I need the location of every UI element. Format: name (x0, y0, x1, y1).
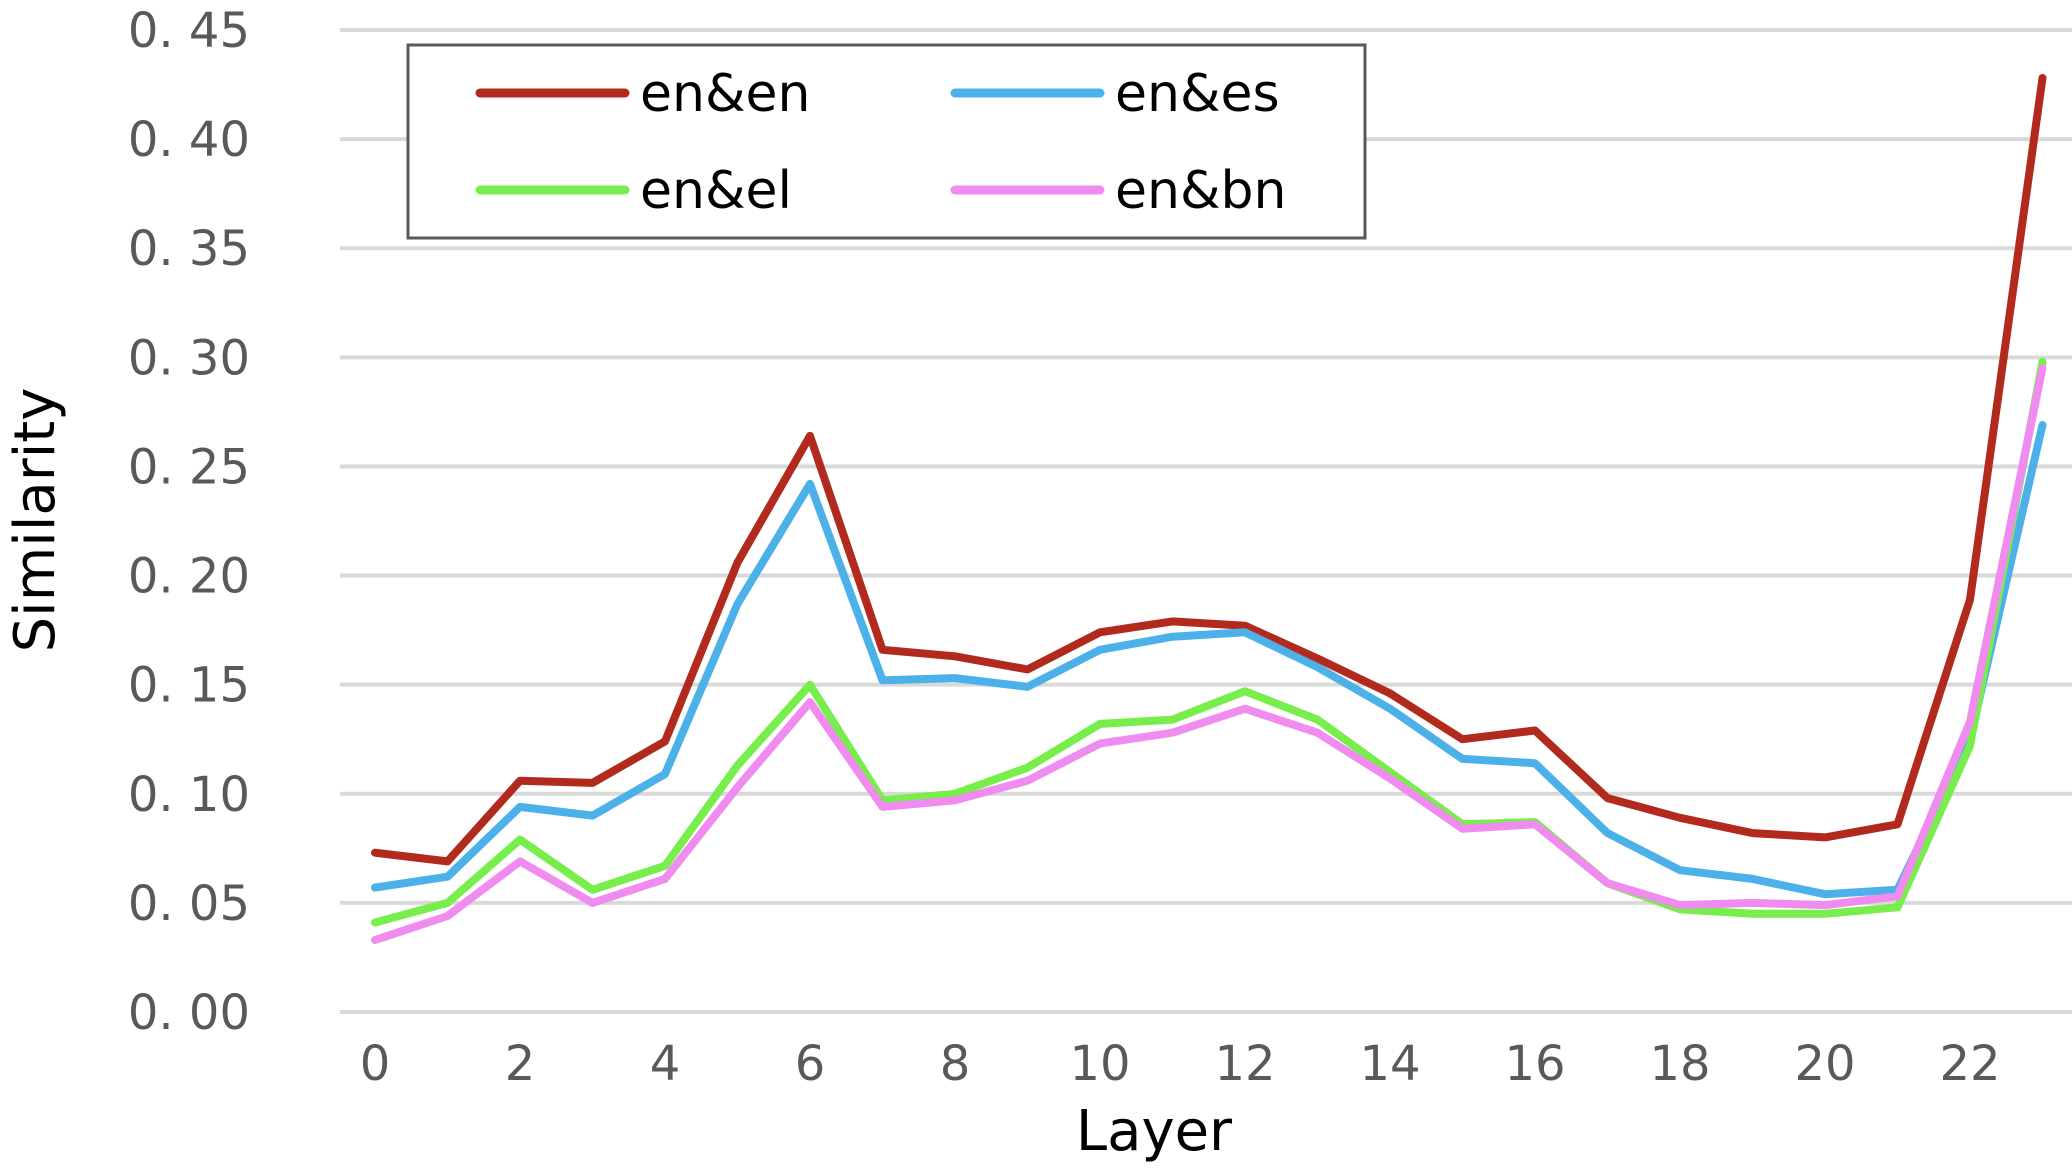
y-tick-label: 0. 15 (128, 658, 250, 714)
y-axis-title: Similarity (3, 388, 68, 653)
legend-box (406, 43, 1367, 240)
x-tick-label: 8 (940, 1036, 971, 1092)
x-tick-label: 16 (1504, 1036, 1565, 1092)
y-tick-label: 0. 00 (128, 985, 250, 1041)
y-tick-label: 0. 20 (128, 549, 250, 605)
legend: en&en en&es en&el en&bn (406, 43, 1367, 240)
legend-label: en&en (640, 64, 810, 124)
x-tick-label: 12 (1214, 1036, 1275, 1092)
y-tick-label: 0. 30 (128, 330, 250, 386)
y-tick-label: 0. 10 (128, 767, 250, 823)
series-line-en-el (371, 357, 2047, 927)
x-tick-label: 14 (1359, 1036, 1420, 1092)
series-lines (371, 74, 2047, 944)
y-tick-label: 0. 40 (128, 112, 250, 168)
series-line-en-en (371, 74, 2047, 866)
legend-label: en&el (640, 161, 792, 221)
series-line-en-es (371, 421, 2047, 899)
x-tick-label: 2 (505, 1036, 536, 1092)
x-axis-tick-labels: 0 2 4 6 8 10 12 14 16 18 20 22 (360, 1036, 2001, 1092)
y-tick-label: 0. 35 (128, 221, 250, 277)
y-tick-label: 0. 05 (128, 876, 250, 932)
x-tick-label: 22 (1939, 1036, 2000, 1092)
y-axis-tick-labels: 0. 00 0. 05 0. 10 0. 15 0. 20 0. 25 0. 30 0. 35… (128, 3, 250, 1041)
x-tick-label: 6 (795, 1036, 826, 1092)
y-tick-label: 0. 45 (128, 3, 250, 59)
x-tick-label: 20 (1794, 1036, 1855, 1092)
x-tick-label: 4 (650, 1036, 681, 1092)
x-tick-label: 10 (1069, 1036, 1130, 1092)
x-axis-title: Layer (1076, 1099, 1233, 1164)
x-tick-label: 0 (360, 1036, 391, 1092)
legend-label: en&es (1115, 64, 1280, 124)
legend-label: en&bn (1115, 161, 1286, 221)
y-tick-label: 0. 25 (128, 439, 250, 495)
x-tick-label: 18 (1649, 1036, 1710, 1092)
series-line-en-bn (371, 364, 2047, 944)
